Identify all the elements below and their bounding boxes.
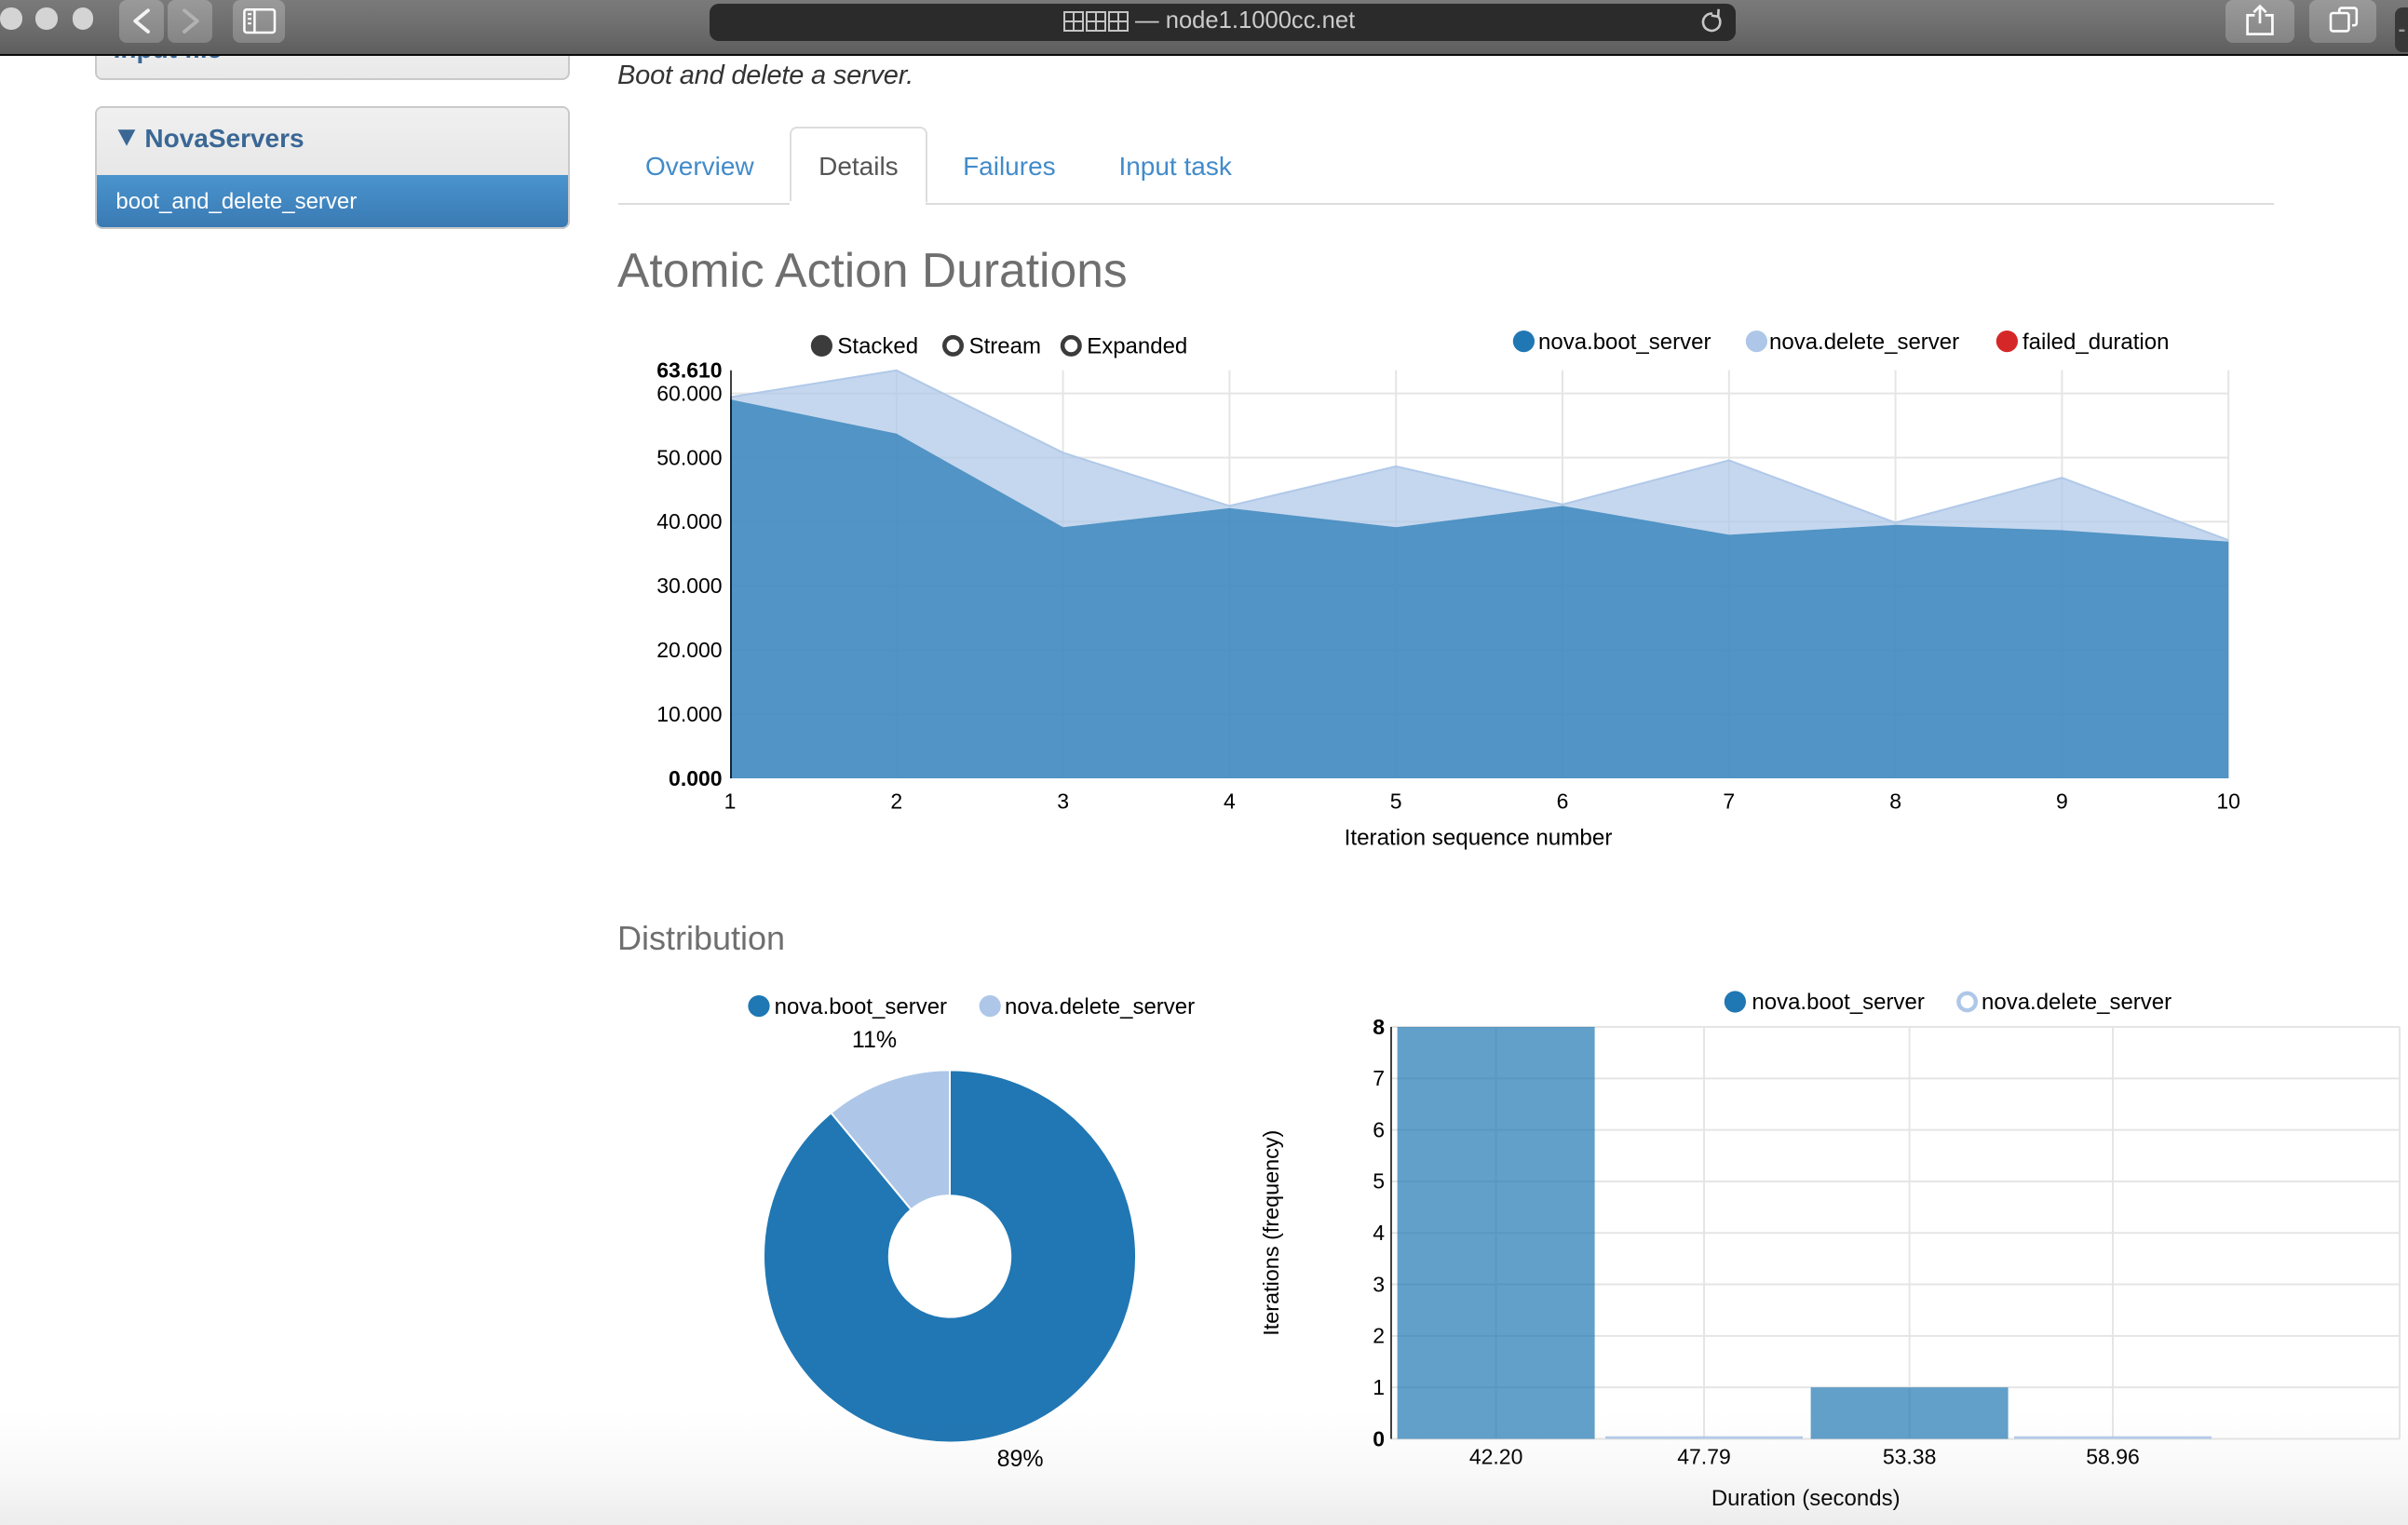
svg-text:nova.delete_server: nova.delete_server — [1004, 994, 1194, 1019]
svg-text:53.38: 53.38 — [1883, 1445, 1937, 1469]
svg-text:failed_duration: failed_duration — [2022, 330, 2168, 355]
svg-text:4: 4 — [1223, 789, 1235, 814]
svg-text:nova.boot_server: nova.boot_server — [1537, 330, 1710, 355]
svg-text:Iterations (frequency): Iterations (frequency) — [1259, 1130, 1283, 1336]
svg-text:2: 2 — [1373, 1324, 1385, 1348]
svg-text:11%: 11% — [851, 1027, 896, 1053]
svg-text:Iteration sequence number: Iteration sequence number — [1344, 826, 1612, 851]
svg-text:4: 4 — [1373, 1221, 1385, 1245]
svg-text:Duration (seconds): Duration (seconds) — [1711, 1486, 1901, 1511]
svg-text:47.79: 47.79 — [1677, 1445, 1731, 1469]
svg-text:0: 0 — [1373, 1426, 1385, 1451]
svg-text:10: 10 — [2215, 789, 2239, 814]
svg-text:1: 1 — [1373, 1375, 1385, 1399]
svg-text:0.000: 0.000 — [668, 766, 722, 790]
svg-text:5: 5 — [1373, 1169, 1385, 1194]
svg-text:3: 3 — [1056, 789, 1068, 814]
svg-text:nova.delete_server: nova.delete_server — [1768, 330, 1958, 355]
svg-text:8: 8 — [1373, 1015, 1385, 1039]
svg-text:6: 6 — [1556, 789, 1568, 814]
svg-text:42.20: 42.20 — [1469, 1445, 1523, 1469]
svg-text:nova.delete_server: nova.delete_server — [1982, 990, 2171, 1015]
svg-text:20.000: 20.000 — [656, 638, 721, 662]
svg-text:10.000: 10.000 — [656, 702, 721, 726]
svg-text:2: 2 — [889, 789, 901, 814]
svg-text:8: 8 — [1888, 789, 1901, 814]
svg-text:nova.boot_server: nova.boot_server — [1752, 990, 1924, 1015]
svg-text:3: 3 — [1373, 1272, 1385, 1296]
svg-text:40.000: 40.000 — [656, 509, 721, 533]
svg-text:30.000: 30.000 — [656, 574, 721, 598]
svg-text:60.000: 60.000 — [656, 381, 721, 405]
svg-text:nova.boot_server: nova.boot_server — [774, 994, 946, 1019]
svg-text:89%: 89% — [996, 1446, 1043, 1472]
svg-text:1: 1 — [724, 789, 736, 814]
svg-text:Stacked: Stacked — [836, 334, 917, 359]
svg-text:63.610: 63.610 — [656, 358, 721, 383]
svg-text:7: 7 — [1373, 1066, 1385, 1090]
svg-text:9: 9 — [2055, 789, 2067, 814]
svg-text:7: 7 — [1722, 789, 1734, 814]
svg-text:58.96: 58.96 — [2086, 1445, 2140, 1469]
svg-text:Expanded: Expanded — [1086, 334, 1186, 359]
svg-text:5: 5 — [1389, 789, 1401, 814]
svg-text:50.000: 50.000 — [656, 445, 721, 469]
svg-text:6: 6 — [1373, 1117, 1385, 1141]
svg-text:Stream: Stream — [968, 334, 1040, 359]
